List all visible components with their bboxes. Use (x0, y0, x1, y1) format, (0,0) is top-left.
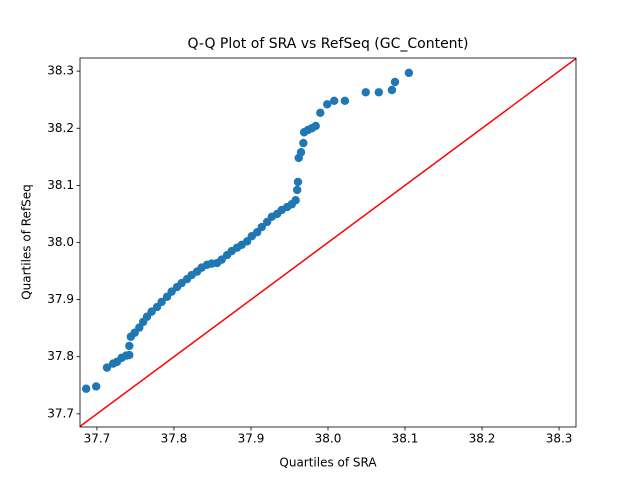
y-tick-label: 38.3 (47, 64, 74, 78)
y-axis-label: Quartiles of RefSeq (20, 184, 34, 300)
point (316, 108, 325, 118)
point (404, 68, 414, 78)
point (374, 88, 384, 97)
point (292, 185, 302, 195)
point (91, 382, 101, 391)
point (299, 138, 308, 148)
point (125, 350, 134, 360)
chart-title: Q-Q Plot of SRA vs RefSeq (GC_Content) (187, 36, 468, 52)
x-tick-label: 37.9 (238, 432, 265, 446)
point (81, 384, 91, 393)
y-tick-label: 38.2 (47, 121, 74, 135)
point (340, 96, 350, 106)
point (157, 297, 166, 307)
x-axis-label: Quartiles of SRA (279, 456, 377, 470)
y-tick-label: 38.1 (47, 178, 74, 192)
points (81, 68, 414, 393)
point (387, 85, 397, 95)
x-tick-label: 37.7 (84, 432, 111, 446)
y-tick-label: 37.9 (47, 292, 74, 306)
point (361, 88, 370, 97)
y-tick-label: 37.8 (47, 349, 74, 363)
x-tick-label: 38.1 (392, 432, 419, 446)
y-tick-label: 37.7 (47, 406, 74, 420)
point (293, 177, 303, 187)
x-tick-label: 38.3 (546, 432, 573, 446)
point (390, 77, 400, 87)
point (257, 222, 266, 232)
point (329, 96, 339, 106)
point (323, 100, 332, 109)
point (296, 148, 306, 157)
x-tick-label: 38.0 (315, 432, 342, 446)
point (102, 363, 112, 372)
x-tick-label: 37.8 (161, 432, 188, 446)
reference-line (80, 58, 576, 427)
point (125, 341, 134, 351)
y-tick-label: 38.0 (47, 235, 74, 249)
point (311, 121, 320, 131)
point (291, 196, 300, 205)
x-tick-label: 38.2 (469, 432, 496, 446)
